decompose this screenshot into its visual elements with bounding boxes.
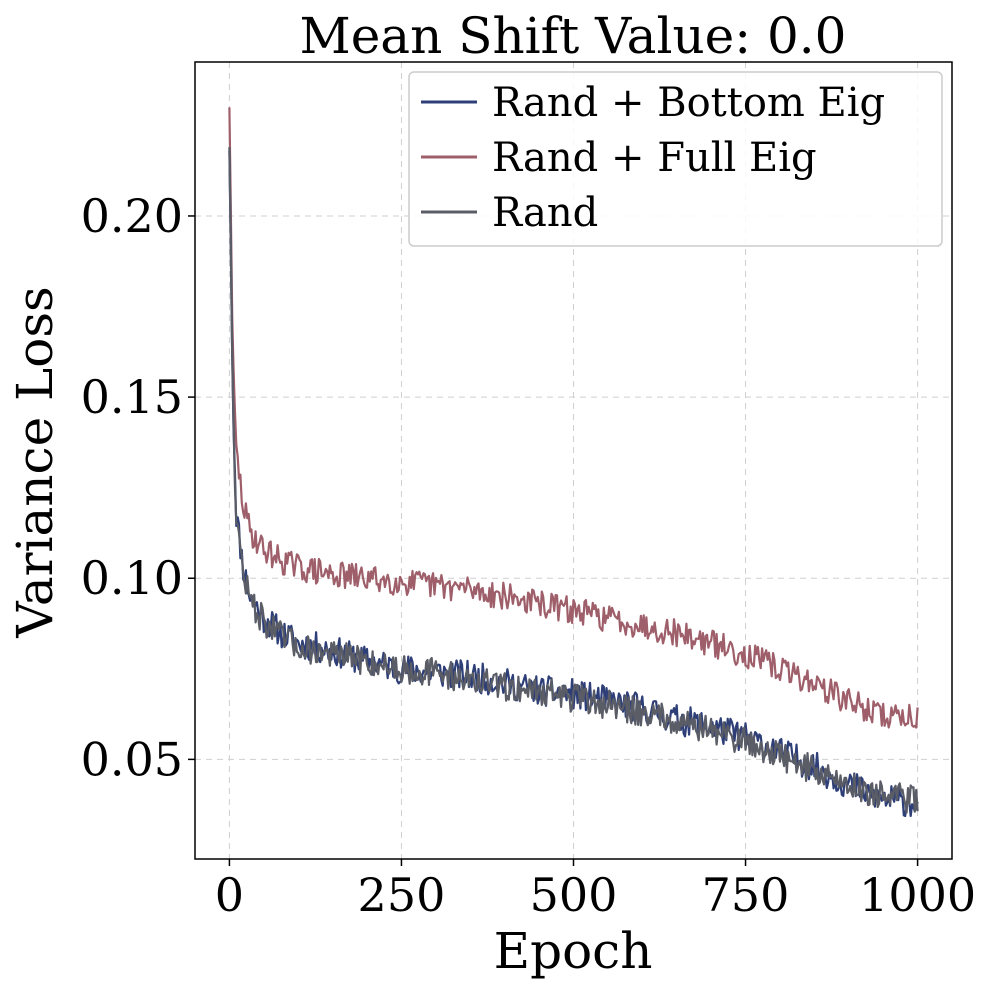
legend-label-bottom-eig: Rand + Bottom Eig <box>492 80 885 126</box>
legend: Rand + Bottom Eig Rand + Full Eig Rand <box>408 71 943 247</box>
x-tick-label: 0 <box>215 868 244 922</box>
chart-title: Mean Shift Value: 0.0 <box>300 7 847 65</box>
legend-label-rand: Rand <box>492 190 598 236</box>
series-lines <box>228 107 919 818</box>
series-line-2 <box>228 147 919 814</box>
x-tick-label: 250 <box>358 868 446 922</box>
y-tick-label: 0.20 <box>81 189 183 243</box>
x-tick-label: 500 <box>530 868 618 922</box>
y-tick-label: 0.15 <box>81 370 183 424</box>
legend-label-full-eig: Rand + Full Eig <box>492 135 817 181</box>
x-tick-label: 750 <box>702 868 790 922</box>
legend-box <box>408 71 943 247</box>
y-tick-label: 0.05 <box>81 732 183 786</box>
y-tick-label: 0.10 <box>81 551 183 605</box>
x-axis-label: Epoch <box>494 922 653 980</box>
y-axis-label: Variance Loss <box>6 286 64 638</box>
x-tick-label: 1000 <box>859 868 976 922</box>
series-line-1 <box>228 107 919 729</box>
axis-ticks: 0 250 500 750 1000 0.05 0.10 0.15 0.20 <box>81 189 977 922</box>
